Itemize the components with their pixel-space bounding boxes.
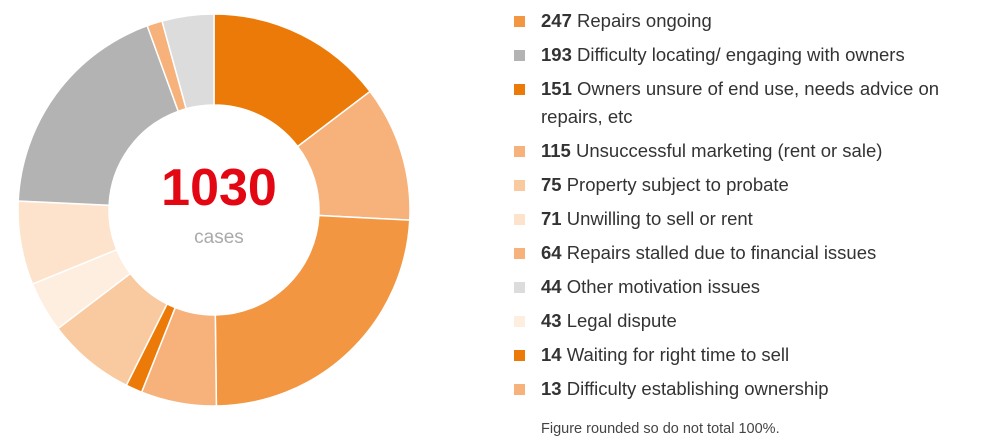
legend-item: 64 Repairs stalled due to financial issu… bbox=[514, 239, 982, 267]
legend: 247 Repairs ongoing 193 Difficulty locati… bbox=[514, 7, 982, 409]
legend-item: 247 Repairs ongoing bbox=[514, 7, 982, 35]
slice bbox=[17, 24, 180, 206]
slice bbox=[214, 214, 411, 407]
legend-swatch bbox=[514, 146, 525, 157]
legend-item: 14 Waiting for right time to sell bbox=[514, 341, 982, 369]
legend-value: 71 bbox=[541, 208, 562, 229]
legend-label: Unwilling to sell or rent bbox=[566, 208, 753, 229]
legend-item: 115 Unsuccessful marketing (rent or sale… bbox=[514, 137, 982, 165]
legend-label: Difficulty establishing ownership bbox=[566, 378, 829, 399]
chart: 1030 cases bbox=[17, 13, 411, 407]
legend-item: 71 Unwilling to sell or rent bbox=[514, 205, 982, 233]
legend-item: 13 Difficulty establishing ownership bbox=[514, 375, 982, 403]
legend-value: 115 bbox=[541, 140, 571, 161]
legend-swatch bbox=[514, 50, 525, 61]
legend-value: 64 bbox=[541, 242, 562, 263]
legend-item: 43 Legal dispute bbox=[514, 307, 982, 335]
legend-label: Waiting for right time to sell bbox=[566, 344, 790, 365]
legend-swatch bbox=[514, 84, 525, 95]
legend-value: 14 bbox=[541, 344, 562, 365]
total-label: cases bbox=[194, 227, 244, 248]
legend-value: 193 bbox=[541, 44, 572, 65]
slices bbox=[17, 13, 411, 407]
legend-swatch bbox=[514, 180, 525, 191]
legend-label: Repairs stalled due to financial issues bbox=[566, 242, 877, 263]
legend-label: Owners unsure of end use, needs advice o… bbox=[541, 78, 940, 127]
legend-value: 13 bbox=[541, 378, 562, 399]
legend-swatch bbox=[514, 316, 525, 327]
legend-swatch bbox=[514, 350, 525, 361]
total: 1030 bbox=[161, 159, 277, 217]
legend-value: 75 bbox=[541, 174, 562, 195]
footnote: Figure rounded so do not total 100%. bbox=[541, 421, 780, 437]
legend-label: Repairs ongoing bbox=[577, 10, 712, 31]
legend-value: 44 bbox=[541, 276, 562, 297]
legend-item: 151 Owners unsure of end use, needs advi… bbox=[514, 75, 982, 131]
legend-swatch bbox=[514, 16, 525, 27]
legend-swatch bbox=[514, 248, 525, 259]
legend-value: 247 bbox=[541, 10, 572, 31]
legend-label: Difficulty locating/ engaging with owner… bbox=[577, 44, 905, 65]
legend-item: 75 Property subject to probate bbox=[514, 171, 982, 199]
legend-value: 43 bbox=[541, 310, 562, 331]
legend-label: Unsuccessful marketing (rent or sale) bbox=[576, 140, 883, 161]
legend-swatch bbox=[514, 282, 525, 293]
legend-item: 44 Other motivation issues bbox=[514, 273, 982, 301]
legend-item: 193 Difficulty locating/ engaging with o… bbox=[514, 41, 982, 69]
legend-label: Property subject to probate bbox=[566, 174, 789, 195]
legend-swatch bbox=[514, 384, 525, 395]
legend-label: Other motivation issues bbox=[566, 276, 761, 297]
legend-label: Legal dispute bbox=[566, 310, 677, 331]
slice bbox=[161, 13, 215, 110]
legend-swatch bbox=[514, 214, 525, 225]
legend-value: 151 bbox=[541, 78, 572, 99]
